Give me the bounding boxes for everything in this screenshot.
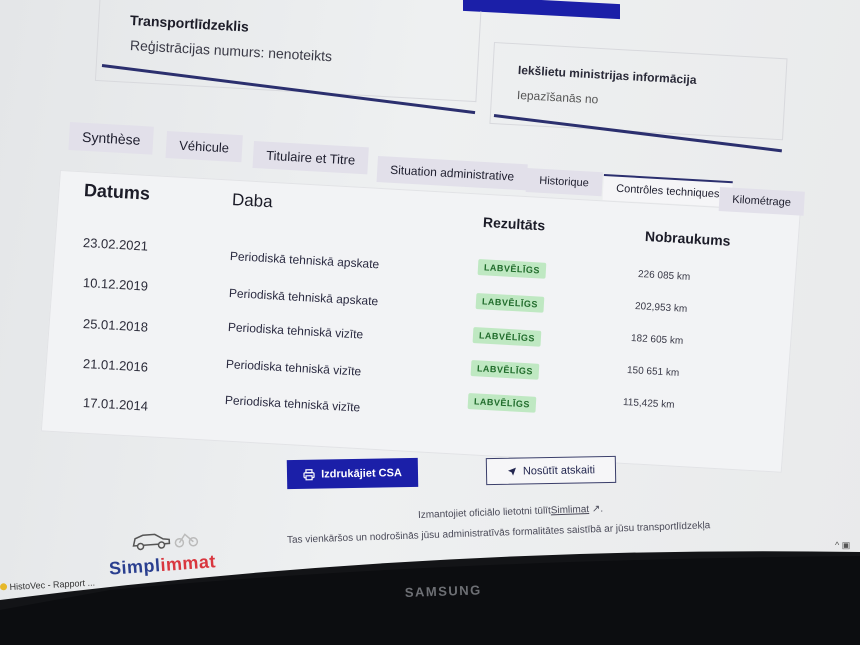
footer-line-1-text: Izmantojiet oficiālo lietotni tūlīt: [417, 505, 551, 521]
send-report-label: Nosūtīt atskaiti: [522, 463, 596, 477]
send-arrow-icon: [507, 467, 516, 476]
simlimat-link[interactable]: Simlimat: [550, 504, 590, 517]
taskbar-item-label: HistoVec - Rapport ...: [9, 577, 96, 592]
footer-line-1: Izmantojiet oficiālo lietotni tūlītSimli…: [418, 504, 603, 521]
tab-synthese[interactable]: Synthèse: [68, 122, 155, 155]
tray-icons[interactable]: ^ ▣: [835, 540, 851, 550]
column-header-date: Datums: [83, 180, 151, 204]
column-header-result: Rezultāts: [482, 214, 546, 234]
taskbar-item-histovec[interactable]: HistoVec - Rapport ...: [0, 578, 95, 593]
logo-part-1: Simpl: [108, 555, 162, 579]
technical-controls-panel: [40, 170, 801, 473]
column-header-type: Daba: [231, 190, 274, 212]
tab-vehicule[interactable]: Véhicule: [165, 131, 243, 163]
header-accent-bar: [463, 0, 620, 20]
tab-kilometrage[interactable]: Kilométrage: [718, 187, 805, 216]
tab-titulaire[interactable]: Titulaire et Titre: [252, 141, 369, 175]
tab-situation-administrative[interactable]: Situation administrative: [376, 156, 528, 191]
print-csa-button[interactable]: Izdrukājiet CSA: [286, 457, 419, 490]
send-report-button[interactable]: Nosūtīt atskaiti: [485, 455, 617, 486]
footer-line-2: Tas vienkāršos un nodrošinās jūsu admini…: [286, 520, 711, 546]
monitor-brand: SAMSUNG: [405, 582, 482, 600]
printer-icon: [303, 468, 315, 480]
car-icon: [132, 533, 199, 551]
print-csa-label: Izdrukājiet CSA: [321, 466, 402, 481]
logo-part-2: immat: [159, 551, 217, 576]
external-link-icon: ↗.: [588, 503, 604, 516]
tab-historique[interactable]: Historique: [525, 168, 603, 197]
simplimmat-logo: Simplimmat: [106, 524, 217, 579]
browser-icon: [0, 583, 8, 591]
